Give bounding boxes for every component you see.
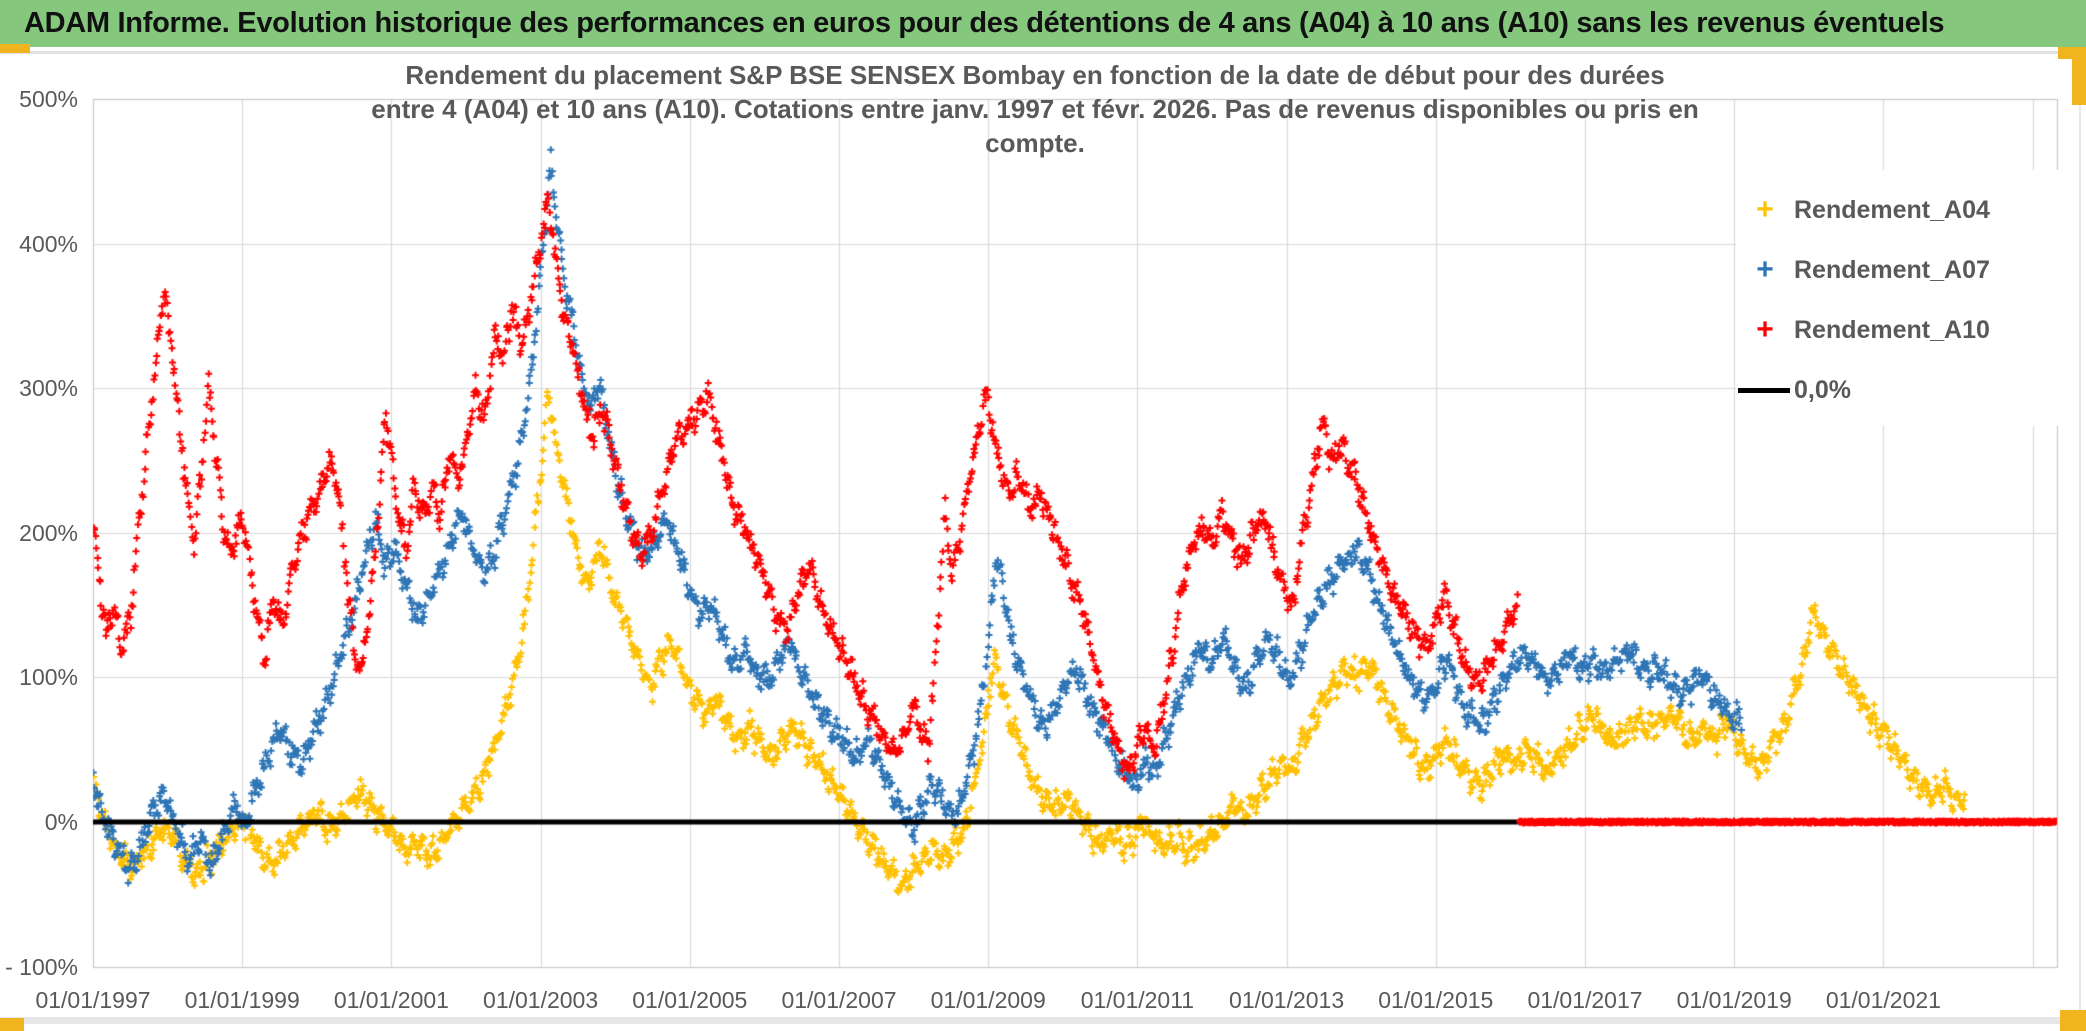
legend-label: Rendement_A04 [1794,195,1990,224]
y-tick-label: 400% [19,230,78,257]
x-tick-label: 01/01/2011 [1080,987,1195,1013]
y-tick-label: 300% [19,375,78,402]
x-tick-label: 01/01/2013 [1229,987,1345,1013]
plus-marker-icon: + [1756,193,1774,226]
chart-title: Rendement du placement S&P BSE SENSEX Bo… [340,58,1730,160]
chart-legend: + Rendement_A04 + Rendement_A07 + Rendem… [1736,170,2064,426]
x-tick-label: 01/01/2019 [1676,987,1792,1013]
x-tick-label: 01/01/1997 [35,987,151,1013]
gold-frame-top-right-side [2072,47,2086,105]
x-tick-label: 01/01/2009 [930,987,1046,1013]
legend-label: Rendement_A07 [1794,255,1990,284]
y-tick-label: 100% [19,664,78,691]
y-tick-label: 200% [19,519,78,546]
gold-frame-top-left [0,44,30,53]
legend-label: Rendement_A10 [1794,315,1990,344]
x-tick-label: 01/01/2003 [483,987,599,1013]
y-tick-label: 500% [19,86,78,113]
legend-item-a10: + Rendement_A10 [1736,310,2064,350]
slide-right-edge [2079,56,2081,1016]
gold-frame-bottom-left [0,1018,24,1031]
x-tick-label: 01/01/2021 [1825,987,1941,1013]
gold-frame-bottom-right [2060,1010,2086,1031]
zero-line-swatch-icon [1738,387,1790,393]
legend-item-zero-line: 0,0% [1736,370,2064,410]
slide-bottom-edge [0,1017,2086,1024]
y-tick-label: - 100% [5,953,78,980]
x-tick-label: 01/01/2007 [781,987,897,1013]
plus-marker-icon: + [1756,253,1774,286]
chart-title-line1: Rendement du placement S&P BSE SENSEX Bo… [405,60,1665,90]
legend-item-a04: + Rendement_A04 [1736,190,2064,230]
x-tick-label: 01/01/2005 [632,987,748,1013]
x-tick-label: 01/01/2015 [1378,987,1494,1013]
x-tick-label: 01/01/2001 [333,987,449,1013]
chart-title-line2: entre 4 (A04) et 10 ans (A10). Cotations… [371,94,1699,158]
legend-item-a07: + Rendement_A07 [1736,250,2064,290]
legend-label: 0,0% [1794,375,1851,404]
x-tick-label: 01/01/1999 [184,987,300,1013]
x-tick-label: 01/01/2017 [1527,987,1643,1013]
plus-marker-icon: + [1756,313,1774,346]
y-tick-label: 0% [44,809,78,835]
